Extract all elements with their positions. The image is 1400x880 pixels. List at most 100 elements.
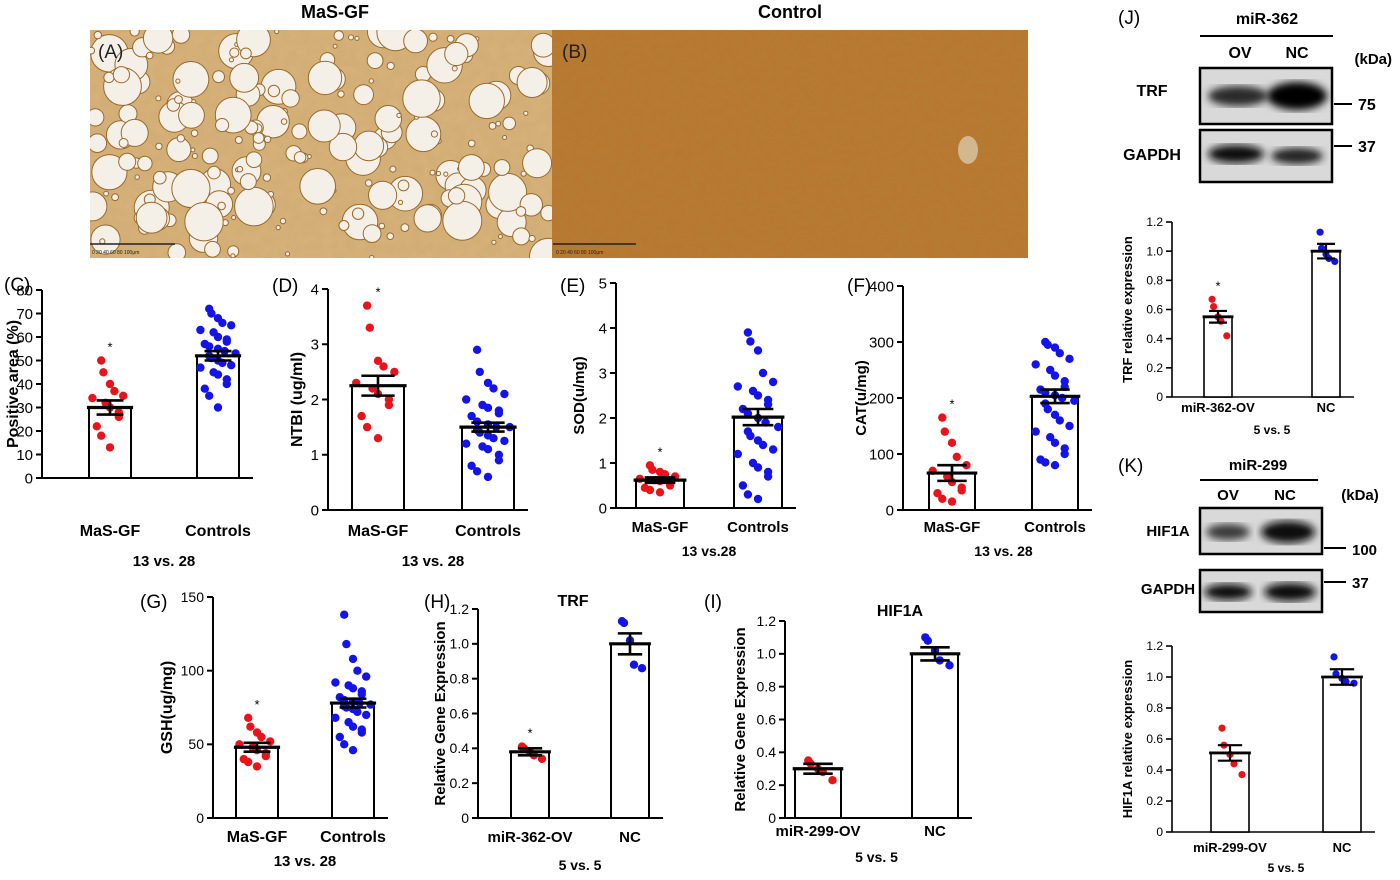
vacuole [212, 70, 226, 84]
vacuole [458, 154, 485, 181]
data-point [227, 321, 236, 330]
panel-label: (E) [560, 276, 585, 297]
vacuole [191, 153, 198, 159]
vacuole [351, 207, 365, 220]
blot-k-band2-marker: 37 [1352, 575, 1369, 592]
y-tick-label: 0.8 [1146, 701, 1163, 715]
blot-j-band1-marker: 75 [1358, 97, 1376, 114]
y-tick-label: 0.4 [1146, 332, 1163, 346]
data-point [619, 618, 629, 628]
y-tick-label: 1.0 [450, 636, 470, 652]
vacuole [495, 120, 502, 127]
scale-ticks-b: 0 20 40 60 80 100μm [556, 250, 603, 256]
data-point [753, 463, 763, 472]
vacuole [435, 170, 442, 177]
category-label: NC [619, 829, 641, 846]
data-point [758, 440, 768, 450]
vacuole [397, 199, 404, 205]
vacuole [400, 223, 410, 233]
vacuole [389, 165, 397, 173]
data-point [353, 707, 362, 717]
y-tick-label: 0 [768, 810, 776, 826]
vacuole [333, 30, 345, 41]
data-point [462, 439, 471, 448]
vacuole [190, 129, 199, 137]
scale-ticks-a: 0 20 40 60 80 100μm [92, 250, 139, 256]
bar [1203, 315, 1233, 398]
header-masgf: MaS-GF [301, 2, 369, 22]
panel-label: (I) [704, 592, 722, 613]
vacuole [279, 217, 287, 225]
significance-marker: * [527, 726, 532, 741]
data-point [1070, 396, 1079, 405]
data-point [733, 449, 742, 459]
vacuole [112, 66, 131, 84]
vacuole [118, 152, 137, 171]
y-tick-label: 0.8 [757, 679, 777, 695]
y-tick-label: 2 [599, 410, 607, 427]
data-point [105, 443, 115, 452]
sample-size-label: 5 vs. 5 [1268, 861, 1305, 875]
vacuole [217, 201, 226, 211]
vacuole [446, 35, 455, 43]
y-tick-label: 80 [16, 282, 33, 299]
y-tick-label: 1 [311, 447, 319, 464]
data-point [637, 664, 647, 673]
y-axis-label: NTBI (ug/ml) [289, 352, 306, 447]
data-point [1050, 461, 1060, 470]
panel-label: (D) [272, 276, 298, 297]
data-point [244, 713, 253, 722]
vacuole [502, 135, 508, 140]
vacuole [515, 206, 527, 217]
data-point [1046, 433, 1055, 442]
data-point [655, 488, 665, 497]
y-tick-label: 40 [16, 376, 33, 393]
sample-size-label: 5 vs. 5 [855, 849, 898, 865]
data-point [252, 762, 262, 771]
vacuole [178, 101, 205, 129]
chart-title: TRF [557, 593, 588, 610]
data-point [753, 494, 763, 504]
category-label: MaS-GF [924, 519, 981, 536]
vacuole [530, 32, 552, 58]
data-point [947, 438, 957, 447]
vacuole [215, 118, 230, 133]
y-tick-label: 70 [16, 306, 33, 323]
y-tick-label: 0.8 [450, 671, 470, 687]
vacuole [155, 95, 162, 102]
vacuole [540, 204, 552, 222]
data-point [365, 323, 374, 332]
y-tick-label: 0.2 [450, 775, 470, 791]
data-point [110, 386, 119, 396]
bar [331, 702, 375, 820]
vacuole [319, 207, 328, 216]
y-tick-label: 5 [599, 275, 607, 292]
blot-k-unit: (kDa) [1341, 487, 1379, 504]
data-point [940, 427, 949, 436]
y-tick-label: 0 [461, 810, 469, 826]
y-tick-label: 2 [311, 392, 319, 409]
vacuole [90, 224, 121, 255]
vacuole [103, 190, 109, 197]
y-tick-label: 1.2 [757, 613, 777, 629]
data-point [266, 737, 275, 746]
bar [351, 384, 405, 511]
vacuole [175, 78, 181, 84]
y-tick-label: 0.2 [1146, 794, 1163, 808]
category-label: miR-362-OV [487, 829, 572, 846]
sample-size-label: 13 vs. 28 [274, 853, 337, 870]
blot-k-band1-ov [1206, 524, 1250, 540]
data-point [1238, 771, 1246, 779]
chart-title: HIF1A [877, 603, 924, 620]
data-point [207, 309, 216, 318]
y-tick-label: 0 [1156, 825, 1163, 839]
vacuole [332, 43, 338, 49]
data-point [945, 661, 954, 670]
vacuole [184, 202, 224, 242]
y-axis-label: GSH(ug/mg) [159, 661, 176, 754]
data-point [92, 422, 102, 431]
data-point [938, 413, 947, 422]
data-point [1230, 760, 1238, 768]
blot-k-band1-name: HIF1A [1146, 523, 1190, 540]
vacuole [231, 215, 237, 220]
